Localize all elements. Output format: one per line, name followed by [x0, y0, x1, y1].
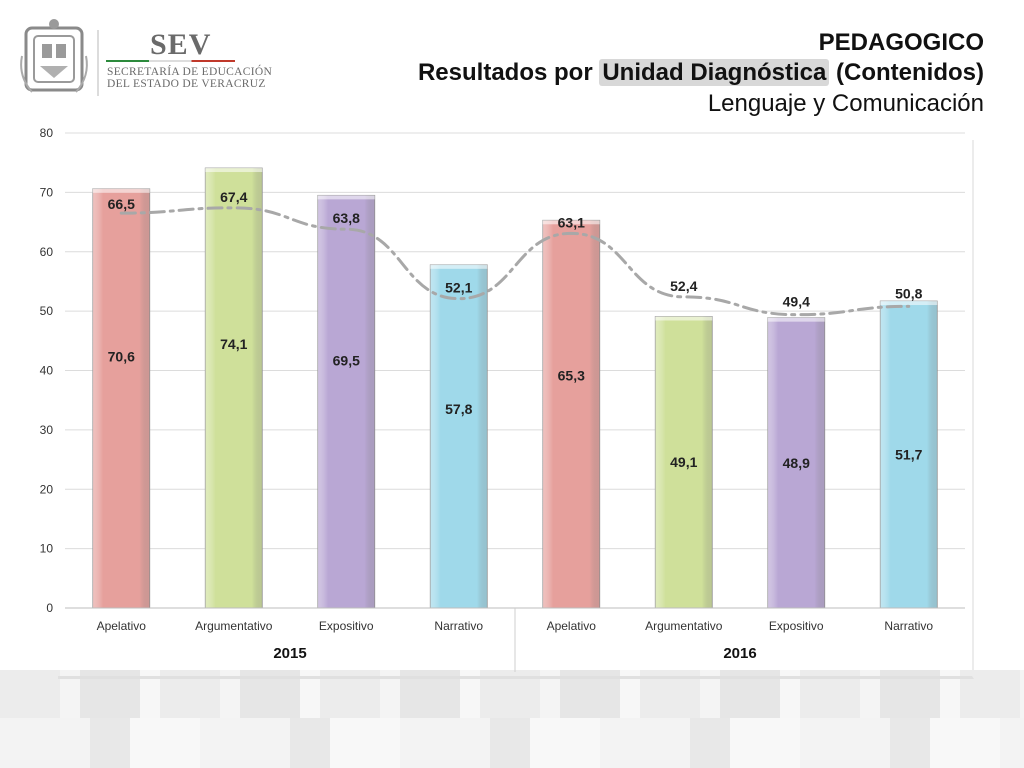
subtitle-prefix: Resultados por [417, 59, 600, 86]
bar-top-highlight [767, 317, 825, 322]
y-tick-label: 30 [40, 423, 54, 437]
bar-shading [542, 220, 600, 608]
trend-value-label: 66,5 [108, 196, 135, 212]
logo-tricolor-rule [107, 60, 235, 62]
bar-value-label: 69,5 [333, 352, 360, 368]
bar-shading [92, 188, 150, 608]
x-tick-label: Argumentativo [195, 619, 273, 633]
group-label: 2015 [273, 645, 306, 662]
y-tick-label: 50 [40, 304, 54, 318]
y-tick-label: 70 [40, 185, 54, 199]
trend-value-label: 63,8 [333, 210, 360, 226]
trend-value-label: 49,4 [783, 294, 810, 310]
bar-shading [880, 301, 938, 608]
bar-shading [430, 264, 488, 608]
x-tick-label: Narrativo [434, 619, 483, 633]
bar-value-label: 48,9 [783, 455, 810, 471]
bar-top-highlight [205, 168, 263, 173]
footer-decoration [0, 670, 1024, 768]
trend-value-label: 63,1 [558, 214, 585, 230]
bar-top-highlight [317, 195, 375, 200]
bar-shading [205, 168, 263, 608]
x-tick-label: Apelativo [97, 619, 147, 633]
y-tick-label: 80 [40, 126, 54, 140]
y-tick-label: 60 [40, 245, 54, 259]
x-tick-label: Expositivo [319, 619, 374, 633]
coat-of-arms-icon [20, 19, 99, 96]
subtitle-highlight: Unidad Diagnóstica [599, 59, 830, 86]
logo-name: SEV [150, 28, 212, 61]
x-tick-label: Expositivo [769, 619, 824, 633]
bar-value-label: 51,7 [895, 447, 922, 463]
bar-value-label: 57,8 [445, 401, 472, 417]
bar-top-highlight [655, 316, 713, 321]
logo-line-2: DEL ESTADO DE VERACRUZ [107, 78, 266, 90]
page-title: PEDAGOGICO [818, 29, 984, 56]
bar-top-highlight [92, 188, 150, 193]
x-tick-label: Apelativo [547, 619, 597, 633]
y-tick-label: 0 [46, 601, 53, 615]
bar-value-label: 65,3 [558, 367, 585, 383]
trend-value-label: 50,8 [895, 285, 922, 301]
bar-value-label: 49,1 [670, 454, 697, 470]
group-label: 2016 [723, 645, 756, 662]
trend-line [119, 206, 911, 317]
y-tick-label: 20 [40, 482, 54, 496]
y-tick-label: 10 [40, 542, 54, 556]
bar-value-label: 74,1 [220, 336, 247, 352]
trend-value-label: 67,4 [220, 189, 247, 205]
trend-value-label: 52,1 [445, 280, 472, 296]
subtitle-suffix: (Contenidos) [829, 59, 984, 86]
logo-line-1: SECRETARÍA DE EDUCACIÓN [107, 66, 273, 78]
bar-shading [655, 316, 713, 608]
page-topic: Lenguaje y Comunicación [707, 90, 984, 117]
trend-value-label: 52,4 [670, 278, 697, 294]
bar-shading [767, 317, 825, 608]
bar-top-highlight [880, 301, 938, 306]
x-tick-label: Argumentativo [645, 619, 723, 633]
bar-top-highlight [430, 264, 488, 269]
sev-logo [18, 16, 258, 104]
y-tick-label: 40 [40, 364, 54, 378]
title-block: PEDAGOGICO Resultados por Unidad Diagnós… [418, 28, 984, 120]
bar-shading [317, 195, 375, 608]
bar-top-highlight [542, 220, 600, 225]
x-tick-label: Narrativo [884, 619, 933, 633]
page-subtitle: Resultados por Unidad Diagnóstica (Conte… [418, 58, 984, 88]
chart-frame [58, 140, 974, 679]
bar-value-label: 70,6 [108, 348, 135, 364]
